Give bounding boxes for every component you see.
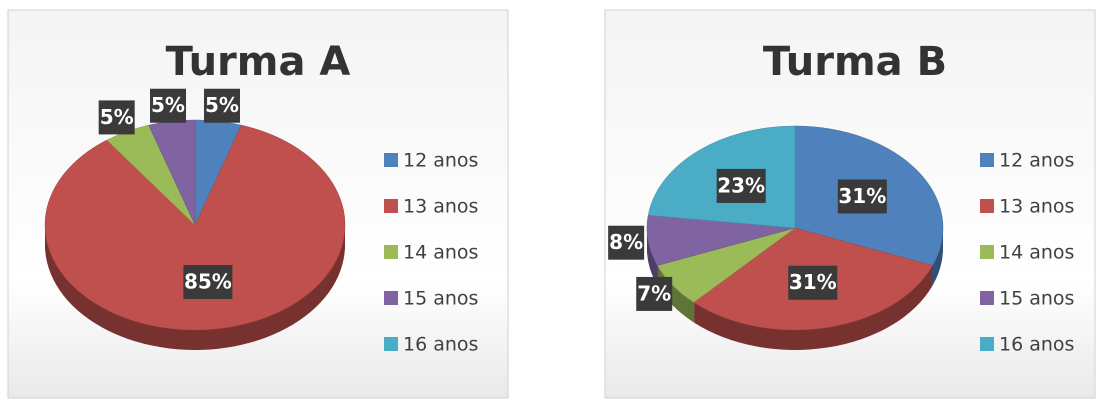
data-label: 7% <box>637 281 671 305</box>
data-label: 5% <box>100 105 134 129</box>
legend-label: 14 anos <box>403 242 478 264</box>
legend-swatch <box>980 153 994 167</box>
data-label-box <box>98 100 135 135</box>
data-label: 5% <box>151 93 185 117</box>
legend-swatch <box>384 245 398 259</box>
legend-swatch <box>384 337 398 351</box>
legend-label: 16 anos <box>403 334 478 356</box>
data-label: 5% <box>205 93 239 117</box>
slice <box>44 124 346 331</box>
data-label-box <box>183 265 233 300</box>
data-label-box <box>150 88 187 123</box>
data-label: 31% <box>789 270 837 294</box>
legend-swatch <box>980 245 994 259</box>
legend-label: 15 anos <box>999 288 1074 310</box>
legend-label: 13 anos <box>403 196 478 218</box>
legend-swatch <box>384 291 398 305</box>
legend-label: 12 anos <box>403 150 478 172</box>
legend-swatch <box>980 291 994 305</box>
legend-label: 14 anos <box>999 242 1074 264</box>
data-label: 31% <box>838 184 886 208</box>
legend-label: 13 anos <box>999 196 1074 218</box>
legend-swatch <box>980 199 994 213</box>
chart-title: Turma B <box>763 39 947 85</box>
data-label: 85% <box>184 270 232 294</box>
chart-title: Turma A <box>166 39 351 85</box>
legend-label: 16 anos <box>999 334 1074 356</box>
data-label-box <box>636 276 673 311</box>
data-label-box <box>716 168 766 203</box>
data-label-box <box>608 225 645 260</box>
data-label-box <box>203 88 240 123</box>
data-label: 8% <box>609 230 643 254</box>
legend-swatch <box>384 153 398 167</box>
data-label-box <box>837 179 887 214</box>
legend-swatch <box>384 199 398 213</box>
legend-label: 15 anos <box>403 288 478 310</box>
data-label: 23% <box>717 173 765 197</box>
legend-label: 12 anos <box>999 150 1074 172</box>
legend-swatch <box>980 337 994 351</box>
data-label-box <box>788 265 838 300</box>
